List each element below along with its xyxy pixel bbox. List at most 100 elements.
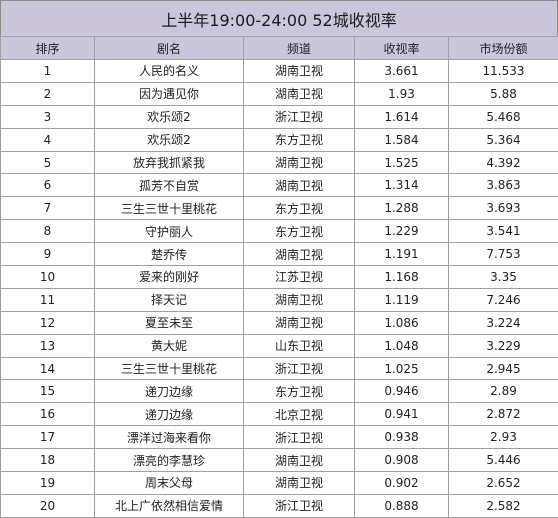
channel-cell: 湖南卫视 bbox=[244, 288, 355, 311]
market-share-cell: 2.93 bbox=[449, 426, 558, 449]
rank-cell: 9 bbox=[1, 243, 95, 266]
drama-name-cell: 爱来的刚好 bbox=[95, 266, 244, 289]
rating-cell: 1.525 bbox=[355, 151, 449, 174]
rank-cell: 10 bbox=[1, 266, 95, 289]
market-share-cell: 3.229 bbox=[449, 334, 558, 357]
rating-cell: 1.229 bbox=[355, 220, 449, 243]
table-title: 上半年19:00-24:00 52城收视率 bbox=[0, 0, 558, 36]
drama-name-cell: 周末父母 bbox=[95, 472, 244, 495]
channel-cell: 湖南卫视 bbox=[244, 174, 355, 197]
drama-name-cell: 孤芳不自赏 bbox=[95, 174, 244, 197]
market-share-cell: 2.582 bbox=[449, 494, 558, 517]
drama-name-cell: 三生三世十里桃花 bbox=[95, 197, 244, 220]
header-channel: 频道 bbox=[244, 37, 355, 60]
rating-cell: 1.025 bbox=[355, 357, 449, 380]
rank-cell: 12 bbox=[1, 311, 95, 334]
rating-cell: 1.191 bbox=[355, 243, 449, 266]
rank-cell: 5 bbox=[1, 151, 95, 174]
rating-cell: 1.086 bbox=[355, 311, 449, 334]
rating-cell: 0.908 bbox=[355, 449, 449, 472]
rating-cell: 1.168 bbox=[355, 266, 449, 289]
rating-cell: 0.941 bbox=[355, 403, 449, 426]
rating-cell: 1.119 bbox=[355, 288, 449, 311]
channel-cell: 东方卫视 bbox=[244, 197, 355, 220]
channel-cell: 江苏卫视 bbox=[244, 266, 355, 289]
channel-cell: 东方卫视 bbox=[244, 220, 355, 243]
market-share-cell: 3.35 bbox=[449, 266, 558, 289]
drama-name-cell: 欢乐颂2 bbox=[95, 128, 244, 151]
market-share-cell: 4.392 bbox=[449, 151, 558, 174]
channel-cell: 浙江卫视 bbox=[244, 105, 355, 128]
channel-cell: 湖南卫视 bbox=[244, 243, 355, 266]
market-share-cell: 5.446 bbox=[449, 449, 558, 472]
drama-name-cell: 夏至未至 bbox=[95, 311, 244, 334]
channel-cell: 北京卫视 bbox=[244, 403, 355, 426]
drama-name-cell: 北上广依然相信爱情 bbox=[95, 494, 244, 517]
channel-cell: 湖南卫视 bbox=[244, 472, 355, 495]
drama-name-cell: 放弃我抓紧我 bbox=[95, 151, 244, 174]
rank-cell: 6 bbox=[1, 174, 95, 197]
rating-cell: 1.584 bbox=[355, 128, 449, 151]
drama-name-cell: 黄大妮 bbox=[95, 334, 244, 357]
rating-cell: 0.946 bbox=[355, 380, 449, 403]
channel-cell: 东方卫视 bbox=[244, 380, 355, 403]
header-drama-name: 剧名 bbox=[95, 37, 244, 60]
ratings-table-container: 上半年19:00-24:00 52城收视率 排序 剧名 频道 收视率 市场份额 … bbox=[0, 0, 558, 495]
drama-name-cell: 递刀边缘 bbox=[95, 403, 244, 426]
rank-cell: 2 bbox=[1, 82, 95, 105]
channel-cell: 湖南卫视 bbox=[244, 60, 355, 83]
header-rank: 排序 bbox=[1, 37, 95, 60]
drama-name-cell: 因为遇见你 bbox=[95, 82, 244, 105]
market-share-cell: 11.533 bbox=[449, 60, 558, 83]
rating-cell: 0.888 bbox=[355, 494, 449, 517]
drama-name-cell: 欢乐颂2 bbox=[95, 105, 244, 128]
rank-cell: 18 bbox=[1, 449, 95, 472]
rating-cell: 3.661 bbox=[355, 60, 449, 83]
rank-cell: 16 bbox=[1, 403, 95, 426]
market-share-cell: 3.224 bbox=[449, 311, 558, 334]
channel-cell: 浙江卫视 bbox=[244, 494, 355, 517]
channel-cell: 湖南卫视 bbox=[244, 311, 355, 334]
drama-name-cell: 人民的名义 bbox=[95, 60, 244, 83]
rank-cell: 20 bbox=[1, 494, 95, 517]
market-share-cell: 3.693 bbox=[449, 197, 558, 220]
table-header-row: 排序 剧名 频道 收视率 市场份额 bbox=[1, 37, 558, 60]
drama-name-cell: 递刀边缘 bbox=[95, 380, 244, 403]
channel-cell: 湖南卫视 bbox=[244, 82, 355, 105]
channel-cell: 东方卫视 bbox=[244, 128, 355, 151]
market-share-cell: 2.945 bbox=[449, 357, 558, 380]
channel-cell: 浙江卫视 bbox=[244, 357, 355, 380]
market-share-cell: 5.468 bbox=[449, 105, 558, 128]
market-share-cell: 7.246 bbox=[449, 288, 558, 311]
market-share-cell: 5.88 bbox=[449, 82, 558, 105]
rank-cell: 15 bbox=[1, 380, 95, 403]
rank-cell: 4 bbox=[1, 128, 95, 151]
rank-cell: 13 bbox=[1, 334, 95, 357]
rating-cell: 1.614 bbox=[355, 105, 449, 128]
rank-cell: 3 bbox=[1, 105, 95, 128]
rating-cell: 0.938 bbox=[355, 426, 449, 449]
rating-cell: 0.902 bbox=[355, 472, 449, 495]
rank-cell: 8 bbox=[1, 220, 95, 243]
drama-name-cell: 楚乔传 bbox=[95, 243, 244, 266]
channel-cell: 浙江卫视 bbox=[244, 426, 355, 449]
rating-cell: 1.93 bbox=[355, 82, 449, 105]
